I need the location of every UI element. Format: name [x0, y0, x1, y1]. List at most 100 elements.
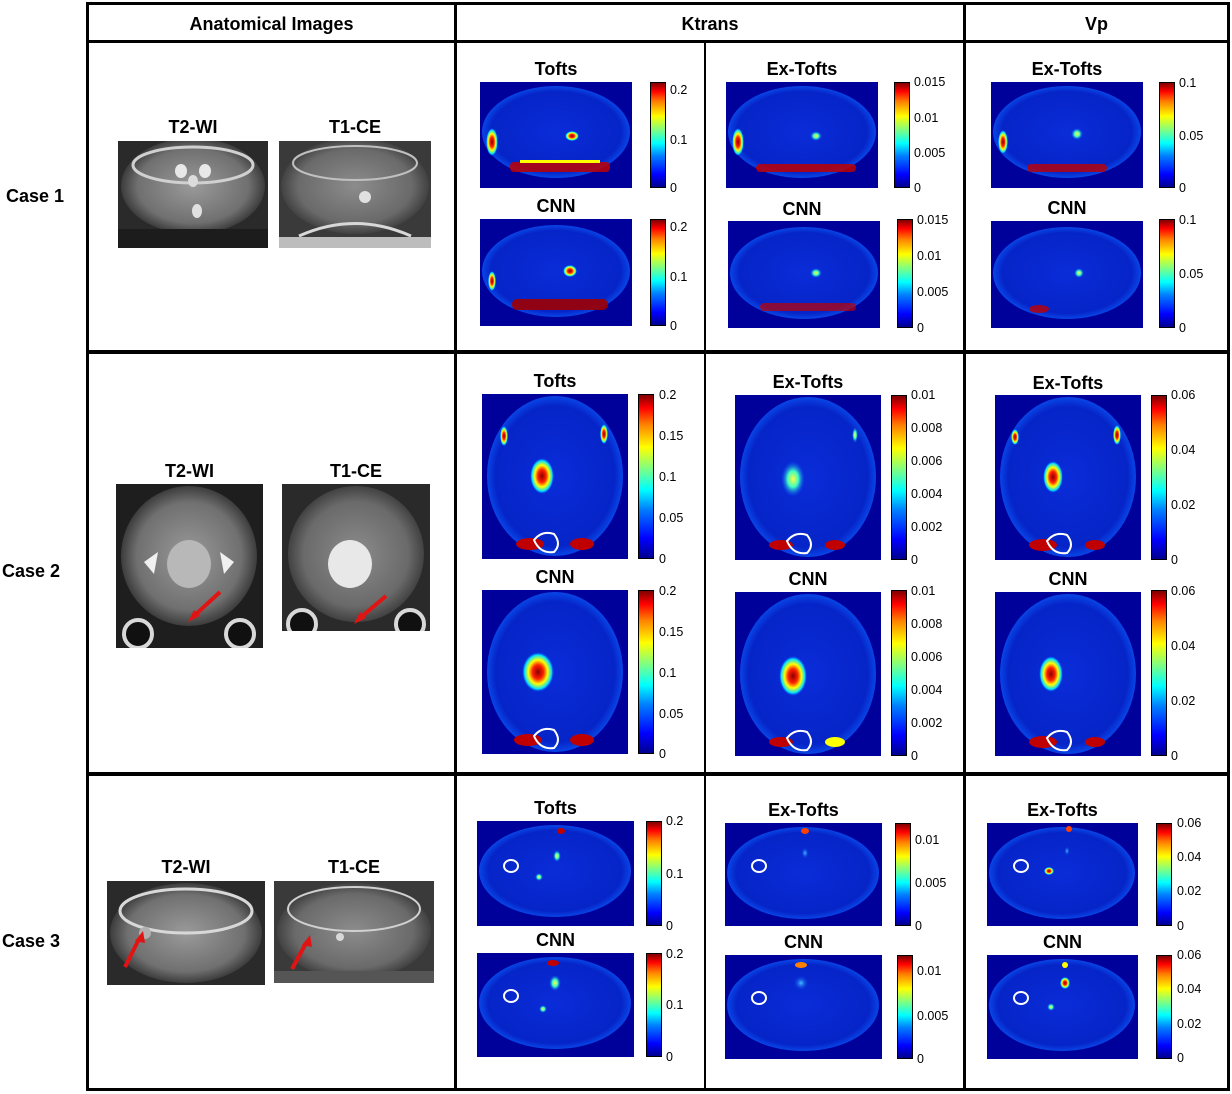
case-2-extofts-label: Ex-Tofts — [772, 372, 844, 392]
case-3-ktrans-extofts-map — [725, 823, 882, 926]
case-1-ktrans-extofts-colorbar — [894, 82, 910, 188]
case-3-ktrans-tofts-colorbar — [646, 821, 662, 926]
tick: 0 — [1177, 919, 1184, 933]
tick: 0.15 — [659, 625, 684, 639]
tick: 0.15 — [659, 429, 684, 443]
tick: 0.05 — [659, 707, 684, 721]
case-3-extofts-label: Ex-Tofts — [768, 800, 839, 820]
header-ktrans: Ktrans — [681, 14, 739, 34]
tick: 0 — [914, 181, 921, 195]
case-3-cnn-label: CNN — [536, 930, 575, 950]
tick: 0.005 — [914, 146, 946, 160]
case-1-vp-extofts-map — [991, 82, 1143, 188]
tick: 0.02 — [1171, 694, 1196, 708]
tick: 0 — [659, 747, 666, 761]
case-1-ktrans-tofts-map — [480, 82, 632, 188]
tick: 0 — [670, 319, 677, 333]
tick: 0.004 — [911, 683, 943, 697]
case-3-vp-cnn-label: CNN — [1043, 932, 1082, 952]
case-1-t1-label: T1-CE — [328, 117, 381, 137]
tick: 0.2 — [659, 584, 677, 598]
tick: 0 — [659, 552, 666, 566]
tick: 0.006 — [911, 454, 943, 468]
tick: 0.2 — [670, 220, 688, 234]
case-1-ktrans-extofts-cnn-colorbar — [897, 219, 913, 328]
tick: 0.1 — [670, 270, 688, 284]
case-1-ktrans-cnn-colorbar — [650, 219, 666, 326]
tick: 0.05 — [1179, 129, 1204, 143]
tick: 0.02 — [1177, 884, 1202, 898]
tick: 0.004 — [911, 487, 943, 501]
case-2-vp-extofts-map — [995, 395, 1141, 560]
case-2-ktrans-extofts-colorbar — [891, 395, 907, 560]
tick: 0.05 — [659, 511, 684, 525]
tick: 0 — [1177, 1051, 1184, 1065]
case-2-cnn-label: CNN — [788, 569, 828, 589]
tick: 0.2 — [666, 814, 684, 828]
case-1-vp-extofts-colorbar — [1159, 82, 1175, 188]
case-3-ktrans-tofts-map — [477, 821, 634, 926]
case-3-t2-image — [107, 881, 265, 985]
tick: 0 — [670, 181, 677, 195]
tick: 0.1 — [659, 470, 677, 484]
arrow-icon — [192, 590, 222, 618]
arrow-icon — [123, 938, 141, 968]
case-3-t1-image — [274, 881, 434, 983]
case-2-t2-image — [116, 484, 263, 648]
tick: 0.2 — [666, 947, 684, 961]
case-1-vp-cnn-colorbar — [1159, 219, 1175, 328]
case-2-vp-extofts-label: Ex-Tofts — [1032, 373, 1104, 393]
tick: 0.01 — [917, 249, 942, 263]
case-2-t2-label: T2-WI — [165, 461, 214, 481]
tick: 0.02 — [1171, 498, 1196, 512]
case-2-ktrans-tofts-colorbar — [638, 394, 654, 559]
case-1-vp-cnn-label: CNN — [1047, 198, 1087, 218]
arrow-icon — [358, 594, 388, 620]
case-2-t1-label: T1-CE — [329, 461, 382, 481]
case-3-vp-cnn-colorbar — [1156, 955, 1172, 1059]
tick: 0.04 — [1171, 443, 1196, 457]
case-1-ktrans-cnn-map — [480, 219, 632, 326]
tick: 0.06 — [1171, 388, 1196, 402]
tick: 0.2 — [659, 388, 677, 402]
case-1-label: Case 1 — [6, 186, 65, 206]
case-3-cnn-label: CNN — [784, 932, 823, 952]
tick: 0 — [917, 321, 924, 335]
tick: 0.2 — [670, 83, 688, 97]
case-2-cnn-label: CNN — [535, 567, 575, 587]
case-2-vp-extofts-colorbar — [1151, 395, 1167, 560]
case-2-vp-cnn-colorbar — [1151, 590, 1167, 756]
case-1-vp-cnn-map — [991, 221, 1143, 328]
case-1-ktrans-extofts-map — [726, 82, 878, 188]
tick: 0.01 — [917, 964, 942, 978]
tick: 0.02 — [1177, 1017, 1202, 1031]
tick: 0.1 — [670, 133, 688, 147]
tick: 0.01 — [914, 111, 939, 125]
case-3-ktrans-cnn-colorbar — [646, 953, 662, 1057]
case-3-ktrans-extofts-cnn-colorbar — [897, 955, 913, 1059]
tick: 0.1 — [1179, 213, 1197, 227]
tick: 0.06 — [1171, 584, 1196, 598]
tick: 0 — [1171, 749, 1178, 763]
case-1-cnn-label: CNN — [536, 196, 576, 216]
tick: 0.1 — [659, 666, 677, 680]
tick: 0 — [917, 1052, 924, 1066]
tick: 0.04 — [1171, 639, 1196, 653]
tick: 0.1 — [666, 998, 684, 1012]
tick: 0.05 — [1179, 267, 1204, 281]
tick: 0.06 — [1177, 816, 1202, 830]
case-2-ktrans-extofts-cnn-map — [735, 592, 881, 756]
case-3-vp-extofts-label: Ex-Tofts — [1027, 800, 1098, 820]
case-3-ktrans-extofts-cnn-map — [725, 955, 882, 1059]
case-1-ktrans-extofts-cnn-map — [728, 221, 880, 328]
tick: 0.01 — [911, 388, 936, 402]
tick: 0.06 — [1177, 948, 1202, 962]
tick: 0.01 — [911, 584, 936, 598]
arrow-icon — [290, 942, 308, 970]
case-3-tofts-label: Tofts — [534, 798, 577, 818]
case-1-cnn-label: CNN — [782, 199, 822, 219]
tick: 0.002 — [911, 716, 943, 730]
case-1-ktrans-tofts-colorbar — [650, 82, 666, 188]
case-2-ktrans-extofts-map — [735, 395, 881, 560]
tick: 0.01 — [915, 833, 940, 847]
